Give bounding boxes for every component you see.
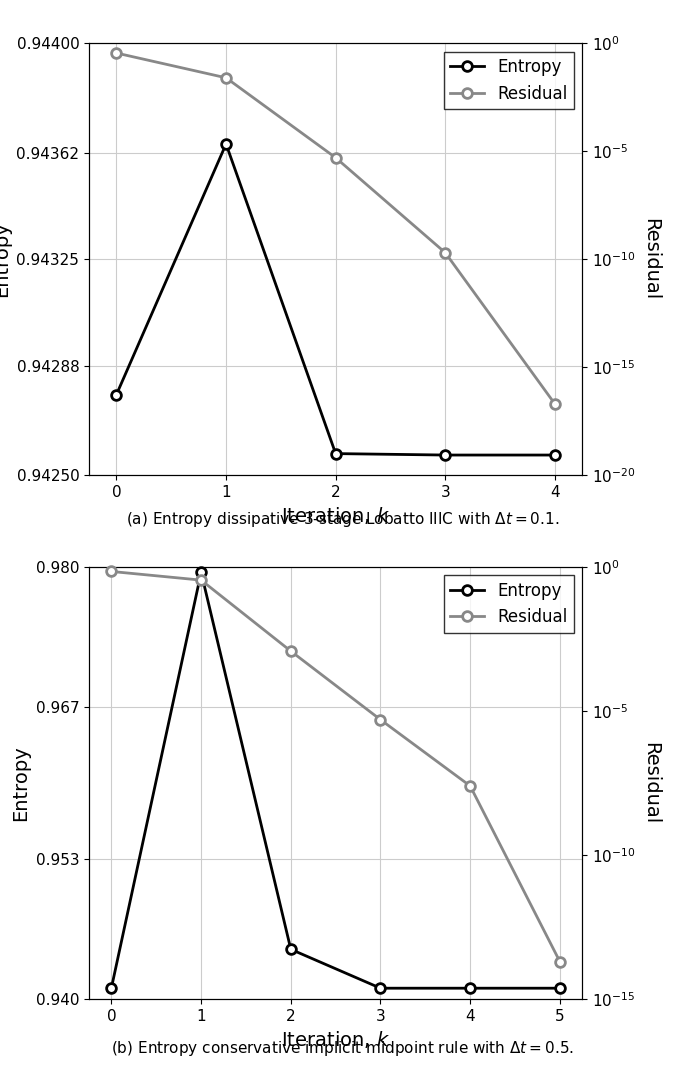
Y-axis label: Entropy: Entropy [11, 745, 30, 821]
Entropy [332, 447, 340, 460]
Residual [556, 955, 564, 968]
Residual [197, 573, 205, 586]
Line: Entropy: Entropy [112, 139, 560, 460]
X-axis label: Iteration, $k$: Iteration, $k$ [281, 1029, 390, 1050]
Entropy [556, 982, 564, 995]
X-axis label: Iteration, $k$: Iteration, $k$ [281, 505, 390, 526]
Residual [332, 151, 340, 164]
Entropy [376, 982, 384, 995]
Residual [108, 565, 116, 578]
Residual [222, 71, 230, 84]
Residual [441, 246, 449, 259]
Y-axis label: Residual: Residual [641, 742, 660, 824]
Y-axis label: Residual: Residual [641, 218, 660, 300]
Entropy [112, 388, 121, 401]
Residual [287, 645, 295, 658]
Line: Entropy: Entropy [107, 567, 564, 994]
Text: (a) Entropy dissipative 3-stage Lobatto IIIC with $\Delta t = 0.1$.: (a) Entropy dissipative 3-stage Lobatto … [126, 510, 559, 529]
Entropy [197, 566, 205, 579]
Line: Residual: Residual [107, 567, 564, 967]
Entropy [287, 943, 295, 956]
Line: Residual: Residual [112, 49, 560, 408]
Text: (b) Entropy conservative implicit midpoint rule with $\Delta t = 0.5$.: (b) Entropy conservative implicit midpoi… [111, 1039, 574, 1058]
Entropy [222, 137, 230, 150]
Y-axis label: Entropy: Entropy [0, 221, 11, 297]
Residual [466, 780, 474, 793]
Legend: Entropy, Residual: Entropy, Residual [444, 52, 574, 109]
Residual [112, 46, 121, 59]
Entropy [466, 982, 474, 995]
Residual [551, 397, 559, 410]
Entropy [108, 981, 116, 994]
Legend: Entropy, Residual: Entropy, Residual [444, 576, 574, 633]
Residual [376, 713, 384, 726]
Entropy [551, 448, 559, 461]
Entropy [441, 448, 449, 461]
